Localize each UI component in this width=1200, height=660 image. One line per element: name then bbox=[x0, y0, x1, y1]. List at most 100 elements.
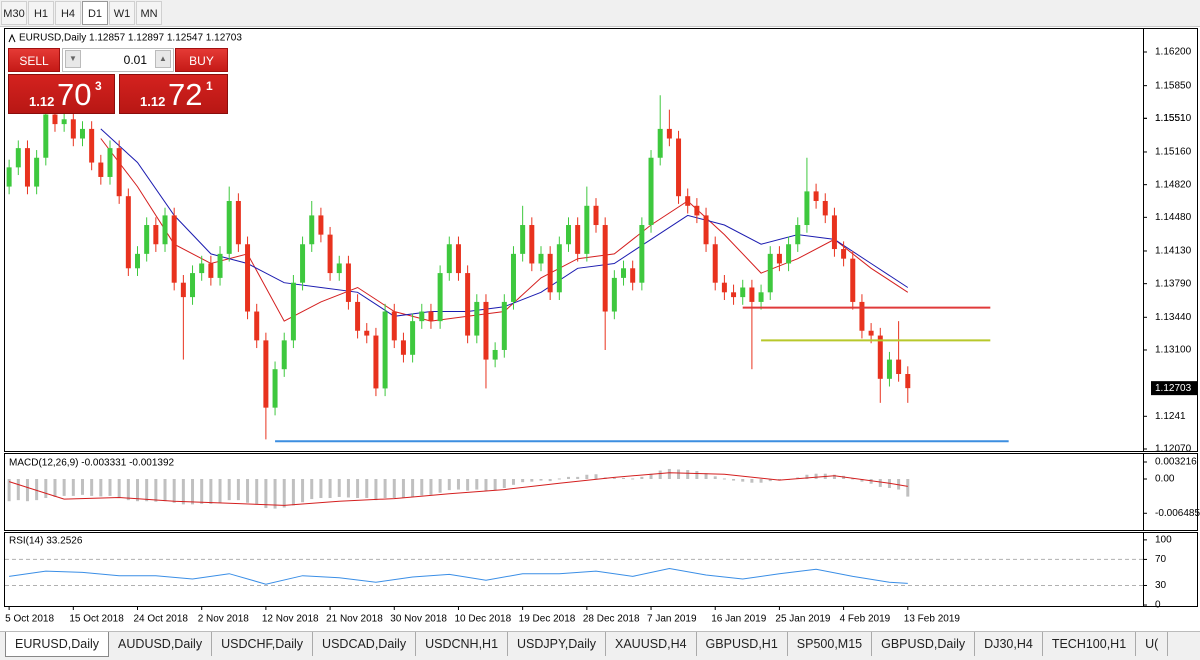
macd-bar bbox=[484, 478, 488, 491]
timeframe-toolbar: M30 H1 H4 D1 W1 MN bbox=[0, 0, 1200, 27]
macd-bar bbox=[209, 478, 213, 504]
macd-bar bbox=[667, 468, 671, 479]
candle-body bbox=[621, 268, 627, 278]
candle-body bbox=[171, 215, 177, 283]
chart-tab[interactable]: DJ30,H4 bbox=[975, 632, 1043, 656]
candle-body bbox=[676, 138, 682, 197]
macd-bar bbox=[35, 478, 39, 501]
macd-bar bbox=[236, 478, 240, 501]
indicator-label: RSI(14) 33.2526 bbox=[9, 536, 83, 547]
chart-tab[interactable]: USDCHF,Daily bbox=[212, 632, 314, 656]
candle-body bbox=[474, 301, 480, 336]
x-tick-label: 7 Jan 2019 bbox=[647, 614, 697, 625]
macd-bar bbox=[218, 478, 222, 503]
macd-bar bbox=[117, 478, 121, 498]
candle-body bbox=[749, 287, 755, 302]
candle-body bbox=[804, 191, 810, 226]
macd-bar bbox=[346, 478, 350, 498]
chart-tab[interactable]: XAUUSD,H4 bbox=[606, 632, 697, 656]
macd-bar bbox=[16, 478, 20, 501]
macd-bar bbox=[99, 478, 103, 497]
candle-body bbox=[89, 128, 95, 163]
buy-button[interactable]: BUY bbox=[175, 48, 228, 72]
macd-bar bbox=[200, 478, 204, 504]
candle-body bbox=[786, 244, 792, 264]
lot-down[interactable]: ▼ bbox=[65, 50, 81, 68]
macd-bar bbox=[172, 478, 176, 503]
macd-bar bbox=[530, 478, 534, 482]
chart-tab[interactable]: SP500,M15 bbox=[788, 632, 873, 656]
timeframe-button[interactable]: D1 bbox=[82, 1, 108, 25]
sell-button[interactable]: SELL bbox=[8, 48, 60, 72]
macd-bar bbox=[576, 476, 580, 479]
macd-bar bbox=[62, 478, 66, 496]
y-tick-label: 1.12070 bbox=[1155, 444, 1192, 455]
x-tick-label: 15 Oct 2018 bbox=[69, 614, 124, 625]
chart-tab[interactable]: AUDUSD,Daily bbox=[109, 632, 213, 656]
timeframe-button[interactable]: W1 bbox=[109, 1, 135, 25]
macd-bar bbox=[71, 478, 75, 496]
timeframe-button[interactable]: H4 bbox=[55, 1, 81, 25]
chart-tab[interactable]: GBPUSD,Daily bbox=[872, 632, 976, 656]
candle-body bbox=[841, 249, 847, 259]
bid-quote[interactable]: 1.12 70 3 bbox=[8, 74, 115, 114]
chart-tab[interactable]: EURUSD,Daily bbox=[5, 632, 110, 657]
candle-body bbox=[43, 114, 49, 158]
macd-bar bbox=[328, 478, 332, 499]
y-tick-label: 1.14820 bbox=[1155, 179, 1192, 190]
candle-body bbox=[593, 205, 599, 226]
candle-body bbox=[15, 148, 21, 168]
macd-bar bbox=[594, 474, 598, 479]
macd-bar bbox=[878, 478, 882, 487]
macd-bar bbox=[392, 478, 396, 499]
candle-body bbox=[6, 167, 12, 187]
ask-main: 72 bbox=[168, 77, 203, 112]
macd-bar bbox=[732, 478, 736, 481]
indicator-label: MACD(12,26,9) -0.003331 -0.001392 bbox=[9, 458, 175, 469]
candle-body bbox=[61, 119, 67, 125]
moving-average bbox=[100, 128, 909, 317]
candle-body bbox=[630, 268, 636, 283]
chart-tab[interactable]: USDCAD,Daily bbox=[313, 632, 417, 656]
timeframe-button[interactable]: H1 bbox=[28, 1, 54, 25]
candle-body bbox=[483, 301, 489, 360]
y-tick-label: 70 bbox=[1155, 554, 1167, 565]
ask-quote[interactable]: 1.12 72 1 bbox=[119, 74, 228, 114]
macd-bar bbox=[191, 478, 195, 505]
macd-bar bbox=[493, 478, 497, 491]
y-tick-label: 1.13790 bbox=[1155, 278, 1192, 289]
x-tick-label: 5 Oct 2018 bbox=[5, 614, 54, 625]
candle-body bbox=[107, 148, 113, 177]
candle-body bbox=[639, 225, 645, 283]
macd-bar bbox=[438, 478, 442, 493]
candle-body bbox=[400, 340, 406, 355]
candle-body bbox=[190, 273, 196, 298]
candle-body bbox=[547, 253, 553, 293]
candle-body bbox=[217, 253, 223, 278]
chart-tab[interactable]: USDJPY,Daily bbox=[508, 632, 606, 656]
macd-bar bbox=[429, 478, 433, 495]
candle-body bbox=[896, 359, 902, 375]
candle-body bbox=[70, 119, 76, 139]
macd-bar bbox=[585, 474, 589, 479]
candle-body bbox=[281, 340, 287, 370]
macd-bar bbox=[466, 478, 470, 491]
chart-tab[interactable]: GBPUSD,H1 bbox=[697, 632, 788, 656]
timeframe-button[interactable]: M30 bbox=[1, 1, 27, 25]
candle-body bbox=[501, 301, 507, 350]
lot-up[interactable]: ▲ bbox=[155, 50, 171, 68]
candle-body bbox=[822, 200, 828, 216]
candle-body bbox=[410, 321, 416, 355]
timeframe-button[interactable]: MN bbox=[136, 1, 162, 25]
chart-tab[interactable]: U( bbox=[1136, 632, 1169, 656]
macd-bar bbox=[851, 478, 855, 480]
candle-body bbox=[272, 369, 278, 408]
macd-bar bbox=[255, 478, 259, 505]
chart-tab[interactable]: TECH100,H1 bbox=[1043, 632, 1137, 656]
macd-bar bbox=[447, 478, 451, 491]
chart-tab[interactable]: USDCNH,H1 bbox=[416, 632, 509, 656]
candle-body bbox=[492, 349, 498, 360]
y-tick-label: 1.13440 bbox=[1155, 312, 1192, 323]
